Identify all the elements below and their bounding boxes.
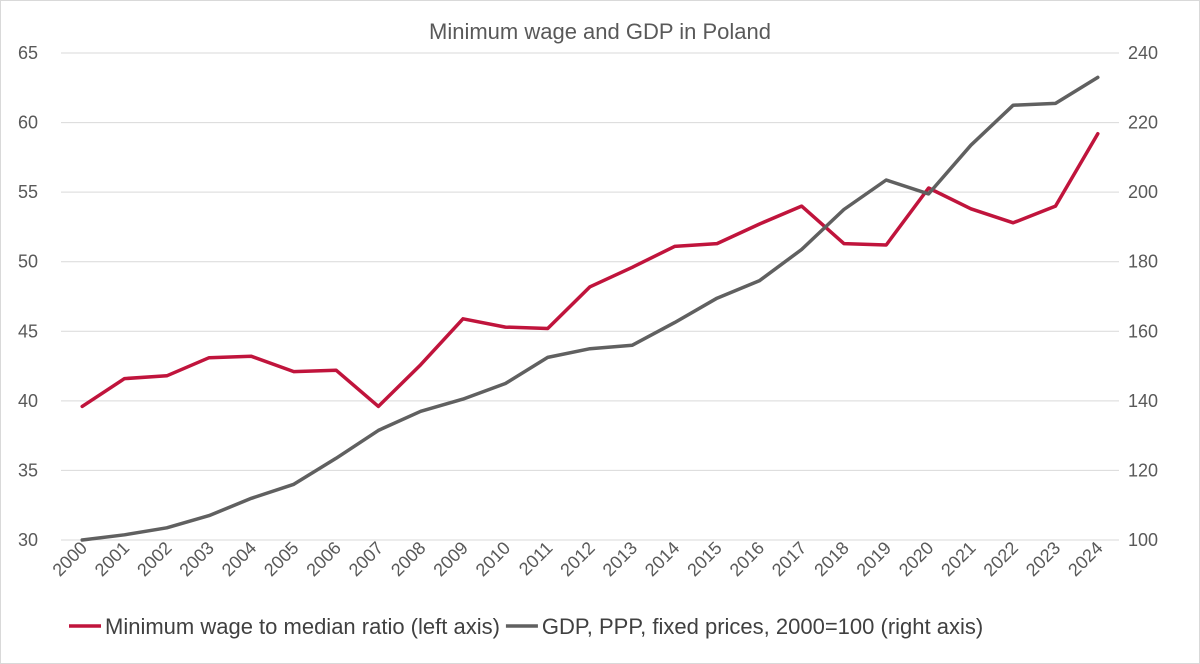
left-tick-label: 30	[18, 530, 38, 550]
x-tick-label: 2012	[556, 538, 598, 580]
x-tick-label: 2004	[218, 538, 260, 580]
x-tick-label: 2000	[49, 538, 91, 580]
x-tick-label: 2009	[429, 538, 471, 580]
x-tick-label: 2020	[895, 538, 937, 580]
x-tick-label: 2006	[302, 538, 344, 580]
right-tick-label: 140	[1128, 391, 1158, 411]
right-tick-label: 220	[1128, 113, 1158, 133]
x-tick-label: 2021	[937, 538, 979, 580]
x-tick-label: 2011	[515, 538, 557, 580]
x-tick-label: 2016	[726, 538, 768, 580]
left-axis-ticks: 30 35 40 45 50 55 60 65	[18, 43, 38, 550]
x-tick-label: 2023	[1022, 538, 1064, 580]
legend-label-2: GDP, PPP, fixed prices, 2000=100 (right …	[542, 614, 983, 639]
left-tick-label: 35	[18, 460, 38, 480]
x-tick-label: 2002	[133, 538, 175, 580]
right-axis-ticks: 100 120 140 160 180 200 220 240	[1128, 43, 1158, 550]
left-tick-label: 50	[18, 252, 38, 272]
right-tick-label: 240	[1128, 43, 1158, 63]
left-tick-label: 55	[18, 182, 38, 202]
right-tick-label: 100	[1128, 530, 1158, 550]
x-tick-label: 2005	[260, 538, 302, 580]
x-tick-label: 2013	[599, 538, 641, 580]
x-tick-label: 2024	[1064, 538, 1106, 580]
x-tick-label: 2022	[980, 538, 1022, 580]
right-tick-label: 160	[1128, 321, 1158, 341]
x-tick-label: 2007	[345, 538, 387, 580]
x-tick-label: 2014	[641, 538, 683, 580]
x-tick-label: 2015	[683, 538, 725, 580]
x-tick-label: 2003	[175, 538, 217, 580]
series-layer	[80, 75, 1100, 542]
left-tick-label: 65	[18, 43, 38, 63]
left-tick-label: 60	[18, 113, 38, 133]
right-tick-label: 120	[1128, 460, 1158, 480]
x-tick-label: 2018	[810, 538, 852, 580]
right-tick-label: 200	[1128, 182, 1158, 202]
gridlines	[61, 52, 1119, 541]
legend: Minimum wage to median ratio (left axis)…	[69, 614, 983, 639]
x-axis-ticks: 2000 2001 2002 2003 2004 2005 2006 2007 2008 2009…	[49, 538, 1107, 580]
x-tick-label: 2019	[853, 538, 895, 580]
left-tick-label: 40	[18, 391, 38, 411]
series-line-2	[80, 75, 1100, 542]
series-line-1	[80, 131, 1100, 409]
legend-label-1: Minimum wage to median ratio (left axis)	[105, 614, 500, 639]
left-tick-label: 45	[18, 321, 38, 341]
right-tick-label: 180	[1128, 252, 1158, 272]
chart-title: Minimum wage and GDP in Poland	[429, 19, 771, 44]
x-tick-label: 2017	[768, 538, 810, 580]
x-tick-label: 2008	[387, 538, 429, 580]
x-tick-label: 2010	[472, 538, 514, 580]
x-tick-label: 2001	[91, 538, 133, 580]
